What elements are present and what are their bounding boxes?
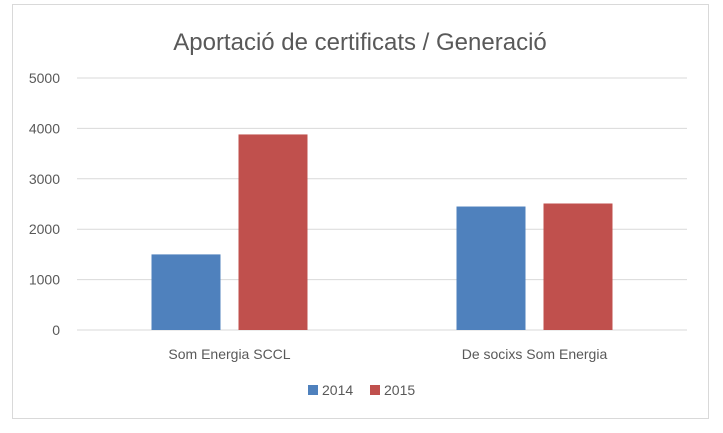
x-category-label: Som Energia SCCL xyxy=(168,346,290,362)
chart-title: Aportació de certificats / Generació xyxy=(173,29,547,56)
x-category-label: De socixs Som Energia xyxy=(462,346,608,362)
legend-swatch-2015 xyxy=(370,385,380,395)
legend-label: 2015 xyxy=(384,382,415,398)
bar-2014-0 xyxy=(151,254,221,330)
y-tick-label: 1000 xyxy=(29,272,60,288)
legend: 2014 2015 xyxy=(308,382,415,398)
y-tick-label: 3000 xyxy=(29,171,60,187)
bar-2015-0 xyxy=(238,134,308,330)
x-axis-categories: Som Energia SCCL De socixs Som Energia xyxy=(168,346,607,362)
bar-2015-1 xyxy=(543,203,613,330)
legend-label: 2014 xyxy=(322,382,353,398)
bars xyxy=(151,134,613,330)
y-tick-label: 4000 xyxy=(29,120,60,136)
bar-2014-1 xyxy=(456,206,526,330)
y-tick-label: 0 xyxy=(52,322,60,338)
y-tick-label: 2000 xyxy=(29,221,60,237)
legend-swatch-2014 xyxy=(308,385,318,395)
y-axis-ticks: 0 1000 2000 3000 4000 5000 xyxy=(29,70,60,338)
y-tick-label: 5000 xyxy=(29,70,60,86)
